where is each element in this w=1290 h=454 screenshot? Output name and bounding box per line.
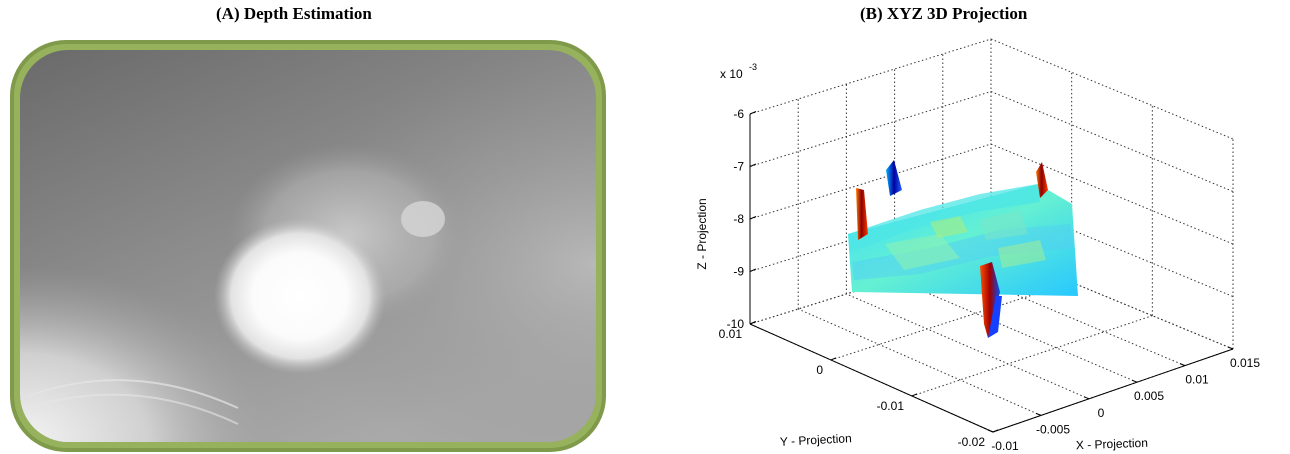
z-tick-label: -10 [727,317,745,331]
right-ridge-peak [1036,162,1048,198]
y-axis-label: Y - Projection [780,431,852,449]
z-tick-label: -6 [733,107,744,121]
x-tick-label: 0.005 [1134,389,1164,403]
y-tick-label: 0.01 [719,327,743,341]
z-axis-label: Z - Projection [695,198,709,269]
downward-spike [980,262,1000,338]
panel-b-title: (B) XYZ 3D Projection [860,4,1028,23]
x-tick-label: 0.015 [1230,356,1260,370]
x-tick-label: 0.01 [1185,373,1209,387]
y-axis-line [749,323,994,433]
surface-plot [848,160,1078,338]
z-tick-label: -9 [733,265,744,279]
y-tick-label: -0.01 [877,399,905,413]
y-tick-label: -0.02 [958,435,986,449]
z-tick-label: -8 [733,212,744,226]
depth-estimation-image [10,40,606,452]
z-tick-label: -7 [733,160,744,174]
z-multiplier-label: x 10 [720,67,743,81]
x-axis-label: X - Projection [1076,436,1148,453]
xyz-3d-projection-plot: x 10 -3 -6 -7 -8 -9 -10 0.01 0 -0.01 -0.02 -0.0… [695,38,1260,453]
x-tick-label: 0 [1098,406,1105,420]
small-bright-spot [401,201,445,237]
y-tick-label: 0 [816,363,823,377]
blue-peak [886,160,902,196]
x-axis-line [992,348,1234,433]
panel-a-title: (A) Depth Estimation [216,4,372,23]
x-tick-label: -0.01 [991,439,1019,453]
z-exponent-label: -3 [749,62,757,72]
x-tick-label: -0.005 [1036,422,1070,436]
left-ridge-peak [856,188,868,240]
bright-spot [214,218,386,374]
